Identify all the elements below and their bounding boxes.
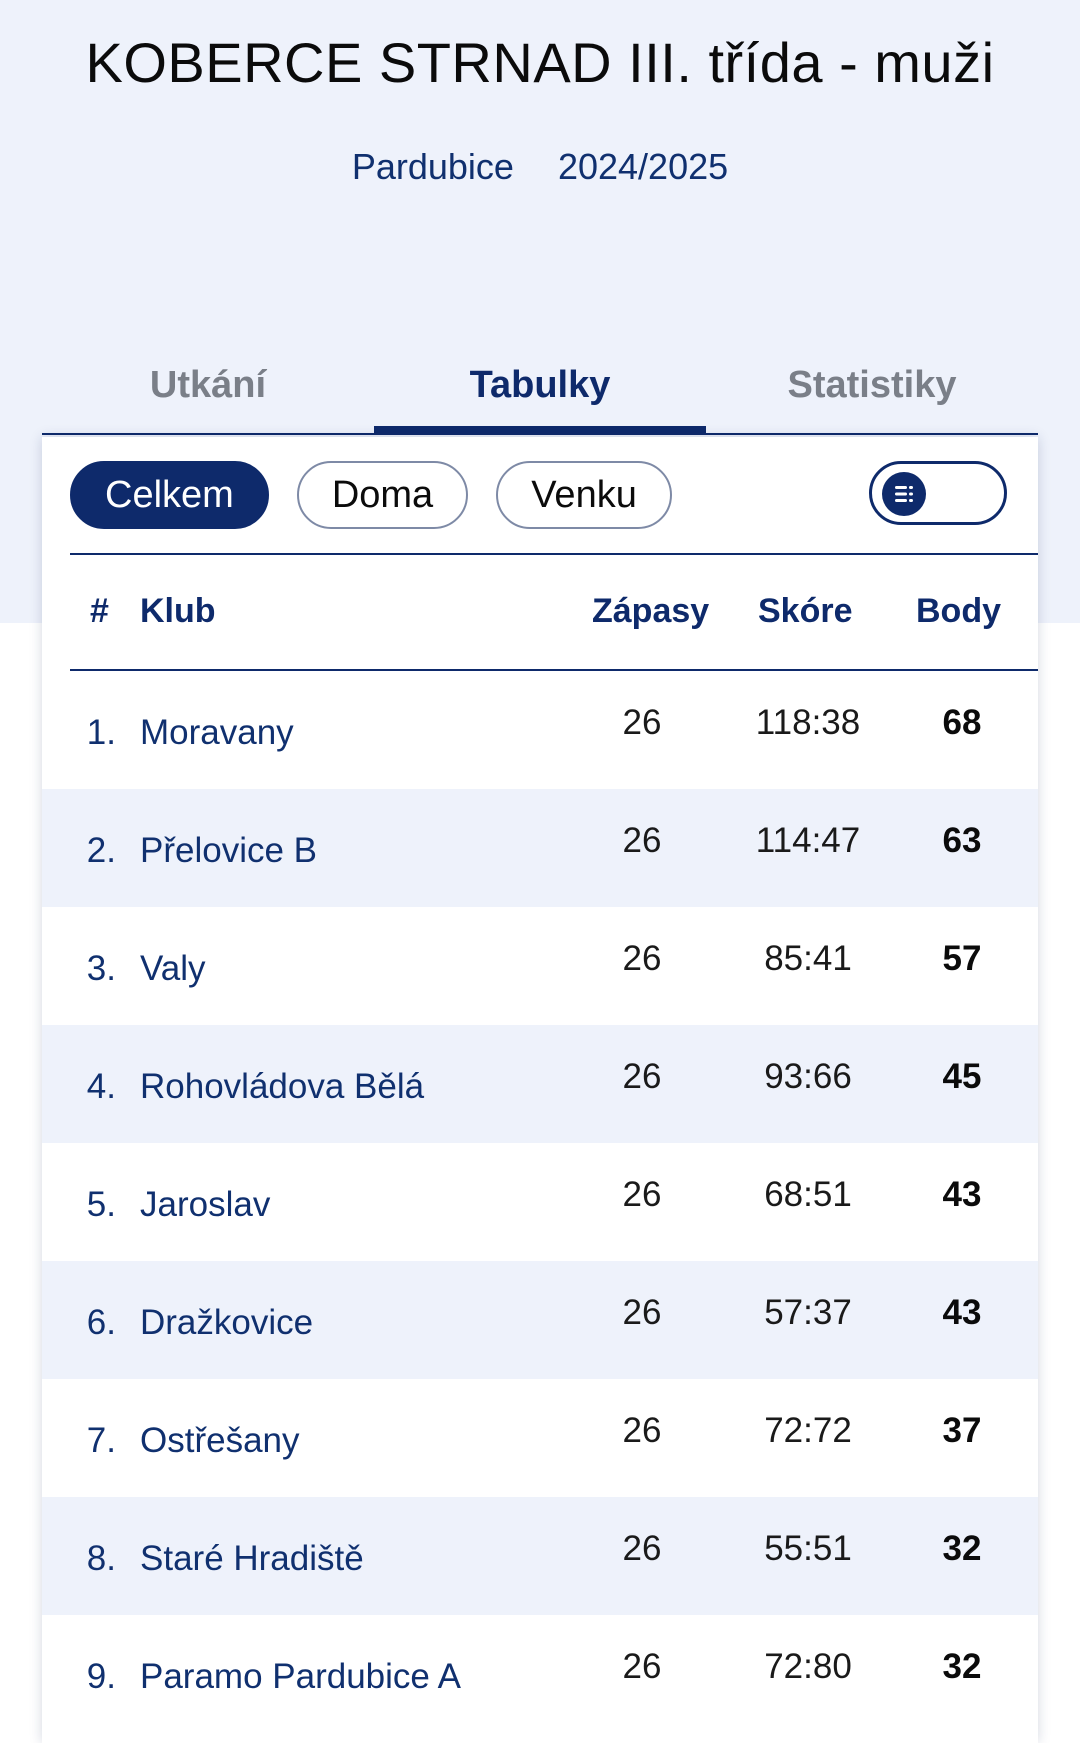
score-cell: 55:51 <box>764 1529 852 1568</box>
points-cell: 45 <box>942 1057 982 1096</box>
points-cell: 57 <box>942 939 982 978</box>
matches-cell: 26 <box>622 821 662 860</box>
tab-divider <box>42 433 1038 435</box>
table-row[interactable]: 3. Valy 26 85:41 57 <box>42 907 1038 1025</box>
club-name: Jaroslav <box>140 1185 271 1224</box>
rank-cell: 7. <box>86 1421 116 1460</box>
rank-cell: 3. <box>86 949 116 988</box>
points-cell: 43 <box>942 1175 982 1214</box>
club-name: Paramo Pardubice A <box>140 1657 462 1696</box>
rank-cell: 5. <box>86 1185 116 1224</box>
score-cell: 93:66 <box>764 1057 852 1096</box>
list-icon <box>882 472 926 516</box>
score-cell: 118:38 <box>755 703 861 742</box>
matches-cell: 26 <box>622 1057 662 1096</box>
table-row[interactable]: 8. Staré Hradiště 26 55:51 32 <box>42 1497 1038 1615</box>
matches-cell: 26 <box>622 1647 662 1686</box>
club-name: Dražkovice <box>140 1303 314 1342</box>
table-header: # Klub Zápasy Skóre Body <box>42 555 1038 667</box>
table-row[interactable]: 1. Moravany 26 118:38 68 <box>42 671 1038 789</box>
club-name: Rohovládova Bělá <box>140 1067 425 1106</box>
tab-bar: Utkání Tabulky Statistiky <box>42 350 1038 434</box>
filter-doma-button[interactable]: Doma <box>296 461 469 529</box>
rank-cell: 1. <box>86 713 116 752</box>
points-cell: 43 <box>942 1293 982 1332</box>
filter-venku-button[interactable]: Venku <box>496 461 672 529</box>
points-cell: 32 <box>942 1529 982 1568</box>
points-cell: 32 <box>942 1647 982 1686</box>
points-cell: 63 <box>942 821 982 860</box>
matches-cell: 26 <box>622 939 662 978</box>
header-rank: # <box>90 592 109 630</box>
club-name: Přelovice B <box>140 831 318 870</box>
header-club: Klub <box>140 592 216 630</box>
header-matches[interactable]: Zápasy <box>592 592 710 630</box>
rank-cell: 8. <box>86 1539 116 1578</box>
matches-cell: 26 <box>622 1293 662 1332</box>
page-title: KOBERCE STRNAD III. třída - muži <box>85 31 995 94</box>
view-toggle[interactable] <box>869 461 1007 525</box>
header-divider <box>70 669 1038 671</box>
competition-meta: Pardubice 2024/2025 <box>0 146 1080 188</box>
matches-cell: 26 <box>622 1529 662 1568</box>
club-name: Ostřešany <box>140 1421 300 1460</box>
tab-statistiky[interactable]: Statistiky <box>787 364 957 406</box>
table-row[interactable]: 9. Paramo Pardubice A 26 72:80 32 <box>42 1615 1038 1733</box>
header-points[interactable]: Body <box>916 592 1001 630</box>
table-row[interactable]: 6. Dražkovice 26 57:37 43 <box>42 1261 1038 1379</box>
points-cell: 37 <box>942 1411 982 1450</box>
club-name: Valy <box>140 949 206 988</box>
score-cell: 72:72 <box>764 1411 852 1450</box>
matches-cell: 26 <box>622 1175 662 1214</box>
score-cell: 57:37 <box>764 1293 852 1332</box>
rank-cell: 2. <box>86 831 116 870</box>
filters-divider <box>70 553 1038 555</box>
club-name: Staré Hradiště <box>140 1539 364 1578</box>
region-label: Pardubice <box>351 146 514 187</box>
filter-group: Celkem Doma Venku <box>70 461 672 529</box>
table-row[interactable]: 5. Jaroslav 26 68:51 43 <box>42 1143 1038 1261</box>
rank-cell: 4. <box>86 1067 116 1106</box>
table-row[interactable]: 4. Rohovládova Bělá 26 93:66 45 <box>42 1025 1038 1143</box>
score-cell: 114:47 <box>755 821 861 860</box>
rank-cell: 9. <box>86 1657 116 1696</box>
score-cell: 68:51 <box>764 1175 852 1214</box>
header-score[interactable]: Skóre <box>758 592 853 630</box>
points-cell: 68 <box>942 703 982 742</box>
standings-card: Celkem Doma Venku # Klub Zápasy Skóre Bo… <box>42 437 1038 1743</box>
table-row[interactable]: 2. Přelovice B 26 114:47 63 <box>42 789 1038 907</box>
season-label: 2024/2025 <box>557 146 729 187</box>
filter-celkem-button[interactable]: Celkem <box>70 461 269 529</box>
standings-rows: 1. Moravany 26 118:38 68 2. Přelovice B 26 114:4… <box>42 671 1038 1733</box>
table-row[interactable]: 7. Ostřešany 26 72:72 37 <box>42 1379 1038 1497</box>
club-name: Moravany <box>140 713 294 752</box>
matches-cell: 26 <box>622 703 662 742</box>
matches-cell: 26 <box>622 1411 662 1450</box>
rank-cell: 6. <box>86 1303 116 1342</box>
tab-tabulky[interactable]: Tabulky <box>374 350 706 434</box>
score-cell: 85:41 <box>764 939 852 978</box>
tab-utkani[interactable]: Utkání <box>149 364 267 406</box>
score-cell: 72:80 <box>764 1647 852 1686</box>
